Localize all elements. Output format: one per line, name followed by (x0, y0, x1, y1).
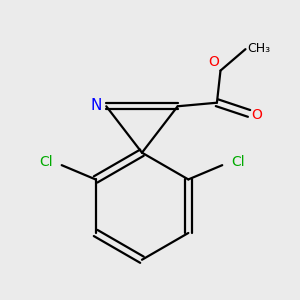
Text: O: O (208, 55, 219, 69)
Text: Cl: Cl (231, 154, 245, 169)
Text: N: N (90, 98, 102, 113)
Text: Cl: Cl (39, 154, 53, 169)
Text: O: O (252, 108, 262, 122)
Text: CH₃: CH₃ (247, 42, 270, 55)
